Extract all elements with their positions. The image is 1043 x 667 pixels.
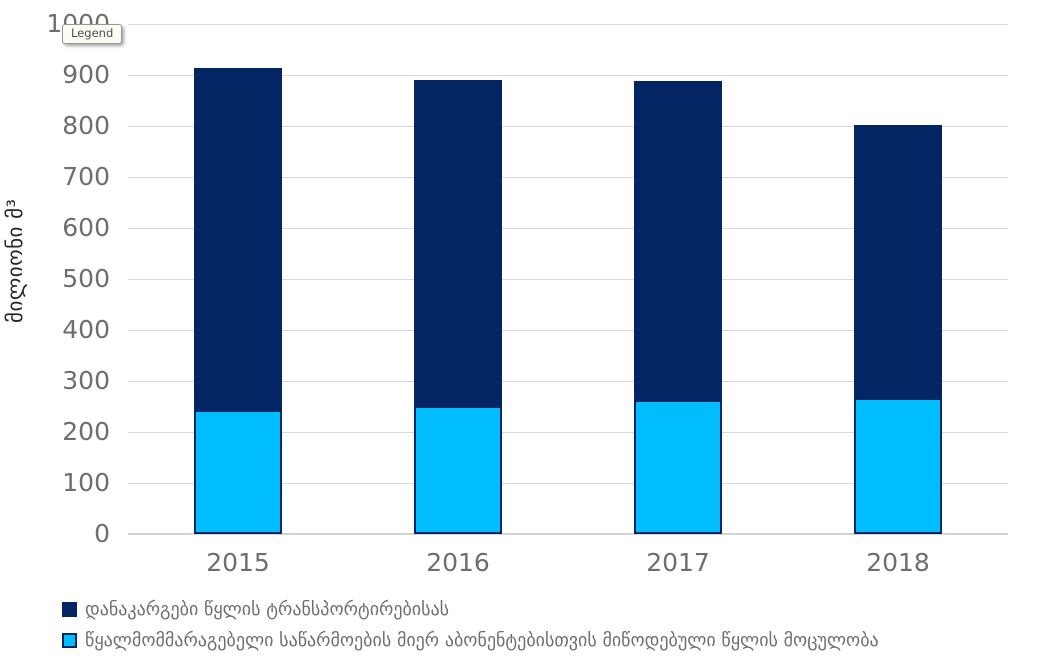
gridline-700 <box>128 177 1008 178</box>
bar-segment-series1-2018[interactable] <box>854 397 942 534</box>
legend-tooltip-label: Legend <box>71 26 114 40</box>
bar-segment-series1-2017[interactable] <box>634 400 722 534</box>
gridline-0 <box>128 533 1008 535</box>
gridline-900 <box>128 75 1008 76</box>
gridline-600 <box>128 228 1008 229</box>
gridline-300 <box>128 381 1008 382</box>
y-axis-title: მილიონი მ³ <box>3 198 27 323</box>
x-tick-label-2017: 2017 <box>646 548 710 577</box>
y-tick-label-900: 900 <box>62 60 110 89</box>
x-tick-label-2015: 2015 <box>206 548 270 577</box>
gridline-800 <box>128 126 1008 127</box>
gridline-500 <box>128 279 1008 280</box>
y-tick-label-0: 0 <box>94 519 110 548</box>
bar-segment-series0-2017[interactable] <box>634 80 722 401</box>
gridline-1000 <box>128 24 1008 25</box>
legend-tooltip: Legend <box>62 24 123 44</box>
bar-segment-series0-2018[interactable] <box>854 125 942 398</box>
y-tick-label-200: 200 <box>62 417 110 446</box>
y-tick-label-700: 700 <box>62 162 110 191</box>
bar-segment-series1-2015[interactable] <box>194 409 282 534</box>
y-tick-label-400: 400 <box>62 315 110 344</box>
legend-item-series1[interactable]: წყალმომმარაგებელი საწარმოების მიერ აბონე… <box>62 628 879 652</box>
bar-segment-series0-2015[interactable] <box>194 68 282 410</box>
legend-swatch-series0 <box>62 601 77 617</box>
y-tick-label-600: 600 <box>62 213 110 242</box>
legend-swatch-series1 <box>62 632 77 648</box>
gridline-400 <box>128 330 1008 331</box>
legend-label-series1: წყალმომმარაგებელი საწარმოების მიერ აბონე… <box>85 629 879 651</box>
bar-segment-series0-2016[interactable] <box>414 79 502 406</box>
legend: დანაკარგები წყლის ტრანსპორტირებისას წყალმ… <box>62 597 879 659</box>
legend-item-series0[interactable]: დანაკარგები წყლის ტრანსპორტირებისას <box>62 597 879 621</box>
y-tick-label-800: 800 <box>62 111 110 140</box>
y-tick-label-500: 500 <box>62 264 110 293</box>
gridline-200 <box>128 432 1008 433</box>
bar-segment-series1-2016[interactable] <box>414 405 502 534</box>
legend-label-series0: დანაკარგები წყლის ტრანსპორტირებისას <box>85 598 450 620</box>
y-tick-label-300: 300 <box>62 366 110 395</box>
gridline-100 <box>128 483 1008 484</box>
x-tick-label-2018: 2018 <box>866 548 930 577</box>
y-tick-label-100: 100 <box>62 468 110 497</box>
x-tick-label-2016: 2016 <box>426 548 490 577</box>
